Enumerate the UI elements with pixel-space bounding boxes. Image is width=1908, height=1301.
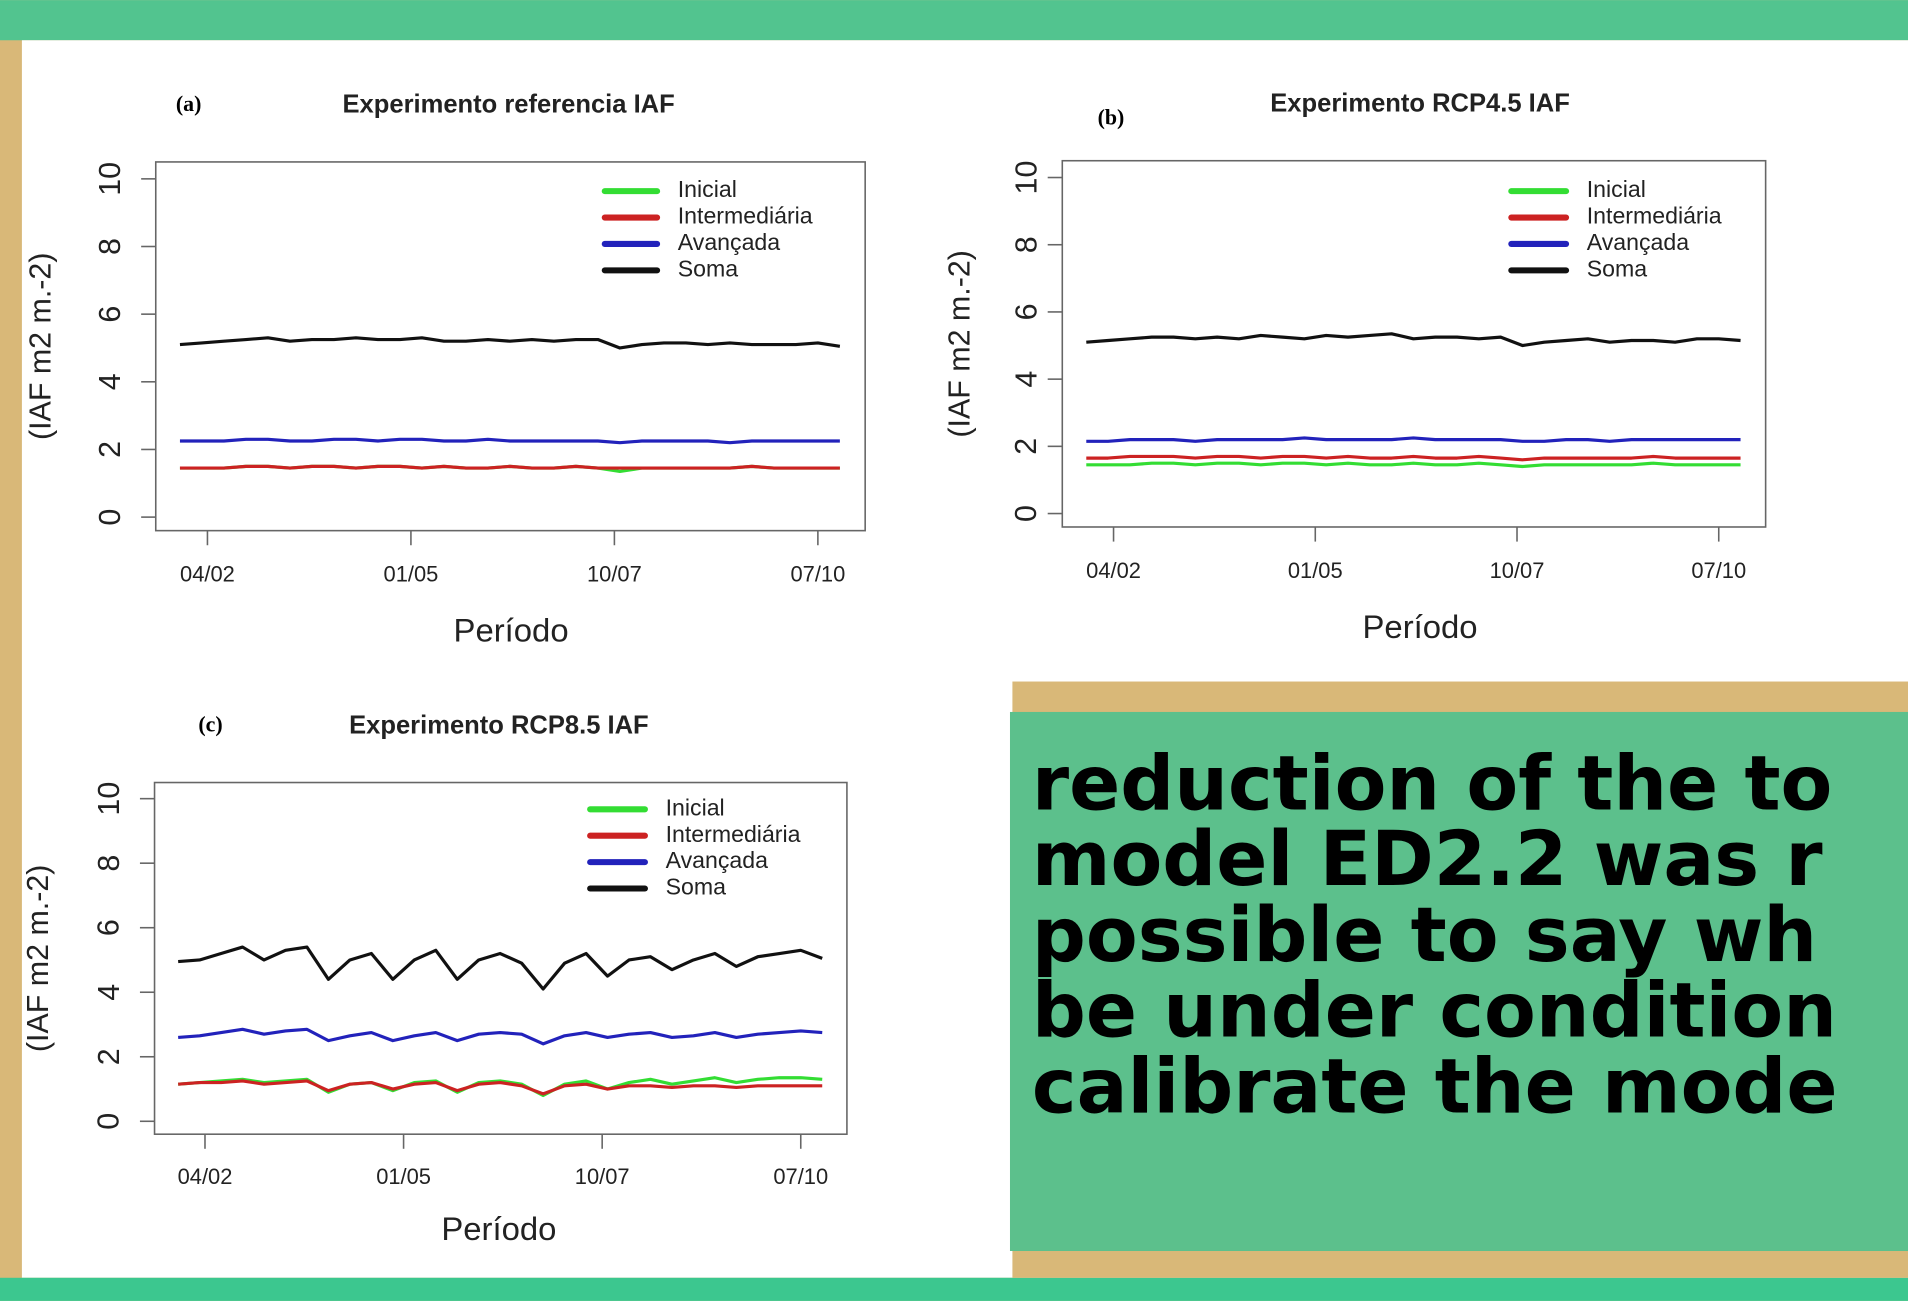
legend-label: Avançada [1587,229,1690,255]
y-tick-label: 2 [92,1048,126,1065]
panel-label: (a) [176,91,202,116]
y-axis-label: (IAF m2 m.-2) [24,253,58,441]
x-tick-label: 10/07 [1490,558,1545,583]
text-box-line: possible to say wh [1032,891,1817,979]
legend-label: Inicial [1587,176,1646,202]
x-tick-label: 10/07 [575,1164,630,1189]
legend-label: Soma [678,255,739,281]
x-tick-label: 07/10 [773,1164,828,1189]
y-tick-label: 4 [92,984,126,1001]
data-line [178,1076,823,1098]
top-band [0,0,1908,41]
plot-frame [154,161,866,532]
chart-title: Experimento RCP4.5 IAF [1270,89,1570,117]
y-tick-label: 2 [93,441,127,458]
data-line [178,1079,823,1096]
data-line [178,1027,823,1046]
x-tick-label: 01/05 [376,1164,431,1189]
y-tick-label: 6 [92,919,126,936]
legend-label: Soma [1587,255,1648,281]
y-tick-label: 8 [93,238,127,255]
data-line [1086,332,1741,348]
chart: Experimento referencia IAF (a) (IAF m2 m.-… [24,91,866,649]
text-box-line: be under condition [1032,967,1837,1055]
x-tick-label: 07/10 [790,561,845,586]
y-tick-label: 10 [92,782,126,816]
data-line [179,464,840,470]
x-tick-label: 01/05 [384,561,439,586]
legend-label: Soma [666,874,727,900]
data-line [179,336,841,350]
legend-label: Avançada [666,847,769,873]
plot-frame [153,781,848,1135]
y-tick-label: 10 [1009,161,1043,195]
text-box-line: reduction of the to [1032,739,1832,827]
x-axis-label: Período [454,612,569,649]
x-axis-label: Período [441,1210,556,1247]
data-line [1086,454,1741,462]
legend-label: Inicial [666,794,725,820]
panel-label: (c) [198,712,222,737]
text-box-line: calibrate the mode [1032,1043,1838,1131]
chart: Experimento RCP8.5 IAF (c) (IAF m2 m.-2) Pe… [21,711,848,1247]
panel-label: (b) [1098,104,1125,129]
text-box [1009,711,1908,1252]
x-tick-label: 04/02 [178,1164,233,1189]
y-tick-label: 4 [1009,371,1043,388]
data-line [1086,436,1741,443]
x-axis-label: Período [1363,608,1478,645]
y-tick-label: 8 [1009,236,1043,253]
bottom-band [0,1277,1908,1301]
chart-title: Experimento referencia IAF [343,91,675,119]
y-tick-label: 2 [1009,438,1043,455]
x-tick-label: 10/07 [587,561,642,586]
y-tick-label: 0 [92,1113,126,1130]
chart: Experimento RCP4.5 IAF (b) (IAF m2 m.-2) Pe… [942,89,1767,645]
y-axis-label: (IAF m2 m.-2) [21,865,55,1053]
legend-label: Intermediária [1587,203,1722,229]
legend-label: Inicial [678,176,737,202]
data-line [178,945,823,991]
data-line [1086,461,1741,469]
y-tick-label: 6 [93,306,127,323]
charts: Experimento referencia IAF (a) (IAF m2 m.-… [21,89,1767,1247]
legend-label: Intermediária [678,203,813,229]
y-tick-label: 6 [1009,303,1043,320]
data-line [179,437,840,445]
chart-title: Experimento RCP8.5 IAF [349,711,649,739]
y-tick-label: 0 [1009,505,1043,522]
x-tick-label: 04/02 [180,561,235,586]
y-axis-label: (IAF m2 m.-2) [942,250,976,438]
legend-label: Intermediária [666,821,801,847]
text-box-line: model ED2.2 was r [1032,815,1823,903]
y-tick-label: 8 [92,855,126,872]
y-tick-label: 0 [93,509,127,526]
x-tick-label: 01/05 [1288,558,1343,583]
legend-label: Avançada [678,229,781,255]
x-tick-label: 04/02 [1086,558,1141,583]
plot-frame [1061,159,1767,528]
y-tick-label: 10 [93,162,127,196]
y-tick-label: 4 [93,373,127,390]
x-tick-label: 07/10 [1691,558,1746,583]
